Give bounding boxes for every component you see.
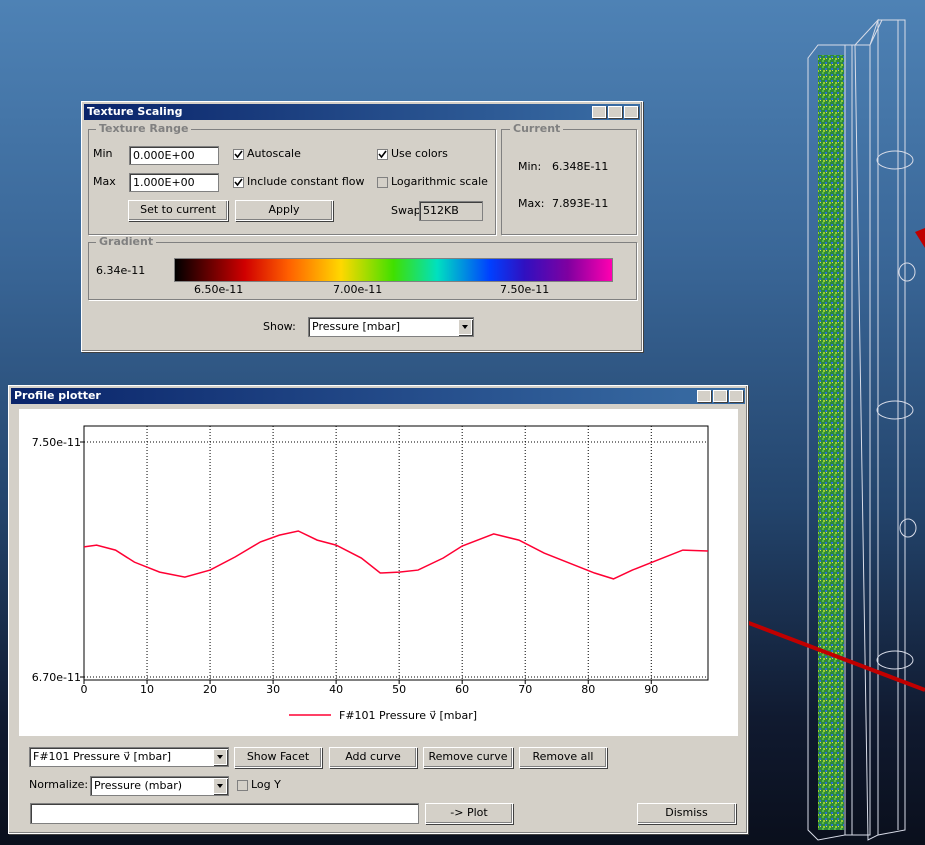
- max-label: Max: [93, 175, 116, 189]
- texture-strip: [818, 55, 844, 830]
- x-tick-label: 70: [518, 683, 532, 696]
- dismiss-button[interactable]: Dismiss: [637, 803, 736, 824]
- x-tick-label: 20: [203, 683, 217, 696]
- group-label: Current: [510, 123, 563, 135]
- checkbox-checked[interactable]: [233, 149, 244, 160]
- combo-value: F#101 Pressure v⃗ [mbar]: [33, 750, 171, 763]
- show-label: Show:: [263, 320, 296, 334]
- swap-label: Swap: [391, 204, 421, 218]
- swap-field: 512KB: [419, 201, 483, 221]
- show-combo[interactable]: Pressure [mbar]: [308, 317, 474, 337]
- window-title: Profile plotter: [14, 389, 101, 402]
- combo-value: Pressure (mbar): [94, 779, 182, 792]
- maximize-button[interactable]: [608, 106, 622, 118]
- x-tick-label: 10: [140, 683, 154, 696]
- window-title: Texture Scaling: [87, 105, 183, 118]
- combo-value: Pressure [mbar]: [312, 320, 400, 333]
- current-group: [501, 129, 637, 235]
- close-button[interactable]: [624, 106, 638, 118]
- title-bar: Profile plotter: [11, 388, 745, 404]
- remove-all-button[interactable]: Remove all: [519, 747, 607, 768]
- title-bar: Texture Scaling: [84, 104, 640, 120]
- chart: 0 10 20 30 40 50 60 70 80 90 6.70e-11 7.50e-11 F#101…: [19, 409, 738, 736]
- x-tick-label: 90: [644, 683, 658, 696]
- gradient-bar: [174, 258, 613, 282]
- max-input[interactable]: 1.000E+00: [129, 173, 219, 192]
- show-facet-button[interactable]: Show Facet: [234, 747, 322, 768]
- group-label: Texture Range: [96, 123, 191, 135]
- legend-label: F#101 Pressure v⃗ [mbar]: [339, 709, 477, 722]
- texture-scaling-window: Texture Scaling Texture Range Min 0.000E…: [81, 101, 643, 352]
- y-tick-label: 6.70e-11: [32, 671, 81, 684]
- checkbox-unchecked[interactable]: [377, 177, 388, 188]
- y-tick-label: 7.50e-11: [32, 436, 81, 449]
- profile-plotter-window: Profile plotter 0 10 20 30 40 50 60 70 80 90 6.70e…: [8, 385, 748, 834]
- x-tick-label: 50: [392, 683, 406, 696]
- desktop: Texture Scaling Texture Range Min 0.000E…: [0, 0, 925, 845]
- checkbox-unchecked[interactable]: [237, 780, 248, 791]
- text-input[interactable]: [30, 803, 419, 824]
- gradient-min-label: 6.34e-11: [96, 264, 145, 278]
- checkbox-checked[interactable]: [233, 177, 244, 188]
- min-input[interactable]: 0.000E+00: [129, 146, 219, 165]
- x-tick-label: 40: [329, 683, 343, 696]
- remove-curve-button[interactable]: Remove curve: [423, 747, 513, 768]
- current-min-value: 6.348E-11: [552, 160, 608, 174]
- normalize-combo[interactable]: Pressure (mbar): [90, 776, 229, 796]
- current-min-label: Min:: [518, 160, 541, 174]
- maximize-button[interactable]: [713, 390, 727, 402]
- min-label: Min: [93, 147, 113, 161]
- current-max-label: Max:: [518, 197, 544, 211]
- x-tick-label: 60: [455, 683, 469, 696]
- log-y-label: Log Y: [251, 778, 281, 792]
- plot-button[interactable]: -> Plot: [425, 803, 513, 824]
- current-max-value: 7.893E-11: [552, 197, 608, 211]
- minimize-button[interactable]: [697, 390, 711, 402]
- close-button[interactable]: [729, 390, 743, 402]
- curve-combo[interactable]: F#101 Pressure v⃗ [mbar]: [29, 747, 229, 767]
- autoscale-label: Autoscale: [247, 147, 301, 161]
- gradient-tick-label: 6.50e-11: [194, 283, 243, 297]
- dropdown-button[interactable]: [458, 319, 472, 335]
- gradient-tick-label: 7.50e-11: [500, 283, 549, 297]
- normalize-label: Normalize:: [29, 778, 88, 792]
- gradient-tick-label: 7.00e-11: [333, 283, 382, 297]
- x-tick-label: 0: [81, 683, 88, 696]
- include-constant-flow-label: Include constant flow: [247, 175, 365, 189]
- log-scale-label: Logarithmic scale: [391, 175, 488, 189]
- checkbox-checked[interactable]: [377, 149, 388, 160]
- use-colors-label: Use colors: [391, 147, 448, 161]
- x-tick-label: 30: [266, 683, 280, 696]
- plot-frame: [84, 426, 708, 680]
- group-label: Gradient: [96, 236, 156, 248]
- dropdown-button[interactable]: [213, 749, 227, 765]
- add-curve-button[interactable]: Add curve: [329, 747, 417, 768]
- x-tick-label: 80: [581, 683, 595, 696]
- dropdown-button[interactable]: [213, 778, 227, 794]
- apply-button[interactable]: Apply: [235, 200, 333, 221]
- set-to-current-button[interactable]: Set to current: [128, 200, 228, 221]
- minimize-button[interactable]: [592, 106, 606, 118]
